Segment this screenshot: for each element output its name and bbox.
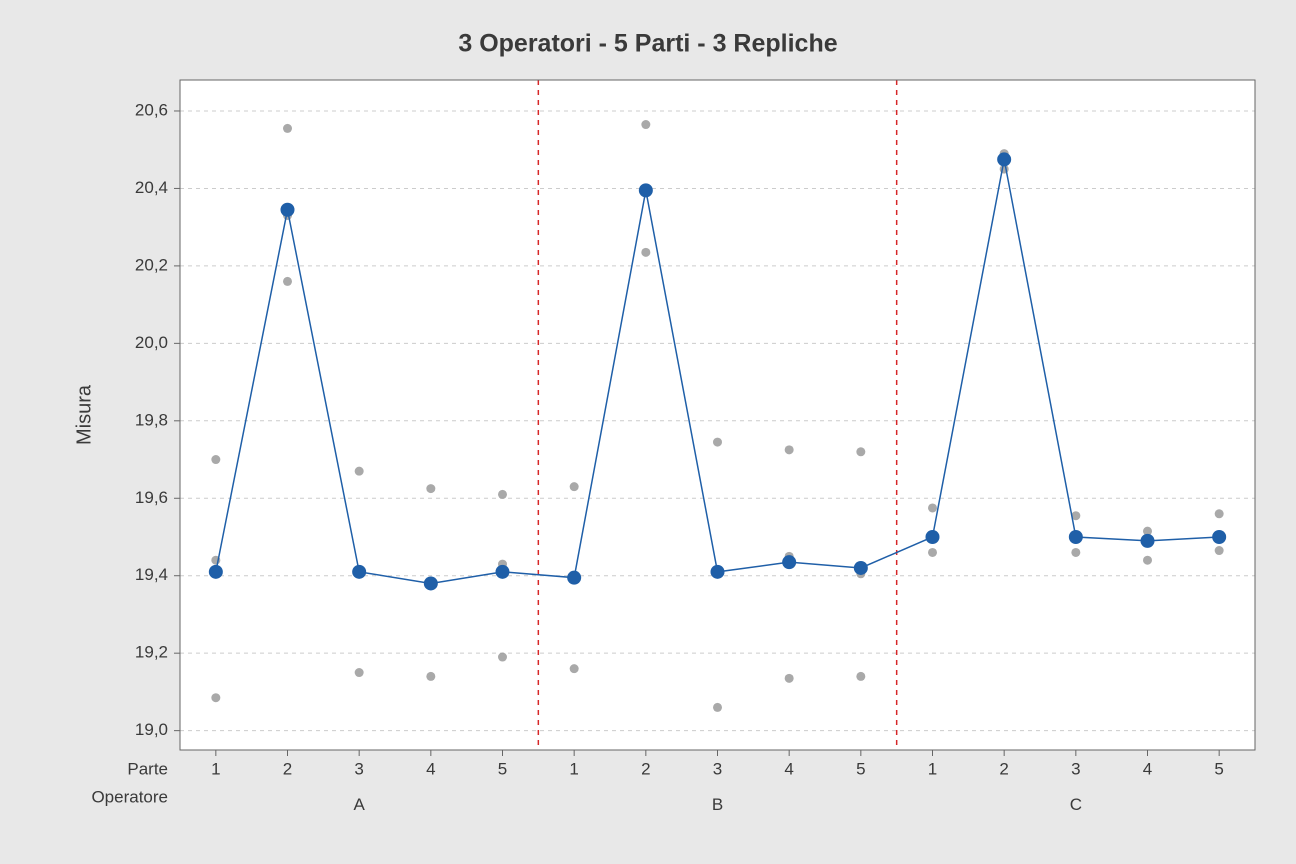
mean-marker — [281, 203, 295, 217]
y-tick-label: 19,4 — [135, 565, 168, 584]
operator-label: A — [353, 795, 365, 814]
replicate-point — [785, 445, 794, 454]
part-label: 4 — [426, 759, 435, 778]
part-label: 1 — [211, 759, 220, 778]
category-row2-label: Operatore — [91, 787, 168, 806]
mean-marker — [711, 565, 725, 579]
replicate-point — [355, 668, 364, 677]
replicate-point — [1071, 548, 1080, 557]
part-label: 5 — [1214, 759, 1223, 778]
mean-marker — [1141, 534, 1155, 548]
replicate-point — [1215, 509, 1224, 518]
mean-marker — [567, 571, 581, 585]
replicate-point — [570, 482, 579, 491]
part-label: 2 — [999, 759, 1008, 778]
mean-marker — [209, 565, 223, 579]
replicate-point — [713, 703, 722, 712]
mean-marker — [496, 565, 510, 579]
mean-marker — [997, 152, 1011, 166]
category-row1-label: Parte — [127, 759, 168, 778]
replicate-point — [498, 490, 507, 499]
replicate-point — [641, 120, 650, 129]
replicate-point — [1143, 556, 1152, 565]
replicate-point — [426, 672, 435, 681]
part-label: 3 — [354, 759, 363, 778]
replicate-point — [498, 653, 507, 662]
replicate-point — [856, 672, 865, 681]
part-label: 2 — [641, 759, 650, 778]
mean-marker — [352, 565, 366, 579]
chart-title: 3 Operatori - 5 Parti - 3 Repliche — [458, 30, 837, 58]
replicate-point — [1215, 546, 1224, 555]
y-tick-label: 20,0 — [135, 333, 168, 352]
y-tick-label: 20,4 — [135, 178, 168, 197]
part-label: 1 — [569, 759, 578, 778]
replicate-point — [211, 693, 220, 702]
chart-container: 3 Operatori - 5 Parti - 3 Repliche 19,0 19… — [0, 0, 1296, 864]
operator-label: C — [1070, 795, 1082, 814]
operator-label: B — [712, 795, 723, 814]
y-tick-label: 19,8 — [135, 410, 168, 429]
mean-marker — [424, 576, 438, 590]
mean-marker — [782, 555, 796, 569]
mean-marker — [926, 530, 940, 544]
replicate-point — [211, 455, 220, 464]
replicate-point — [426, 484, 435, 493]
mean-marker — [854, 561, 868, 575]
y-tick-label: 20,6 — [135, 100, 168, 119]
part-label: 2 — [283, 759, 292, 778]
part-label: 5 — [856, 759, 865, 778]
replicate-point — [713, 438, 722, 447]
mean-marker — [1212, 530, 1226, 544]
y-tick-label: 19,6 — [135, 488, 168, 507]
replicate-point — [570, 664, 579, 673]
part-label: 3 — [1071, 759, 1080, 778]
replicate-point — [283, 124, 292, 133]
y-tick-label: 19,0 — [135, 720, 168, 739]
part-label: 3 — [713, 759, 722, 778]
replicate-point — [641, 248, 650, 257]
mean-marker — [1069, 530, 1083, 544]
mean-marker — [639, 183, 653, 197]
chart-svg: 3 Operatori - 5 Parti - 3 Repliche 19,0 19… — [0, 0, 1296, 864]
y-tick-label: 19,2 — [135, 643, 168, 662]
replicate-point — [355, 467, 364, 476]
plot-area — [180, 80, 1255, 750]
part-label: 4 — [1143, 759, 1152, 778]
replicate-point — [856, 447, 865, 456]
replicate-point — [928, 548, 937, 557]
replicate-point — [928, 503, 937, 512]
y-tick-label: 20,2 — [135, 255, 168, 274]
y-axis-label: Misura — [73, 384, 95, 445]
replicate-point — [283, 277, 292, 286]
replicate-point — [785, 674, 794, 683]
part-label: 5 — [498, 759, 507, 778]
part-label: 4 — [784, 759, 793, 778]
part-label: 1 — [928, 759, 937, 778]
